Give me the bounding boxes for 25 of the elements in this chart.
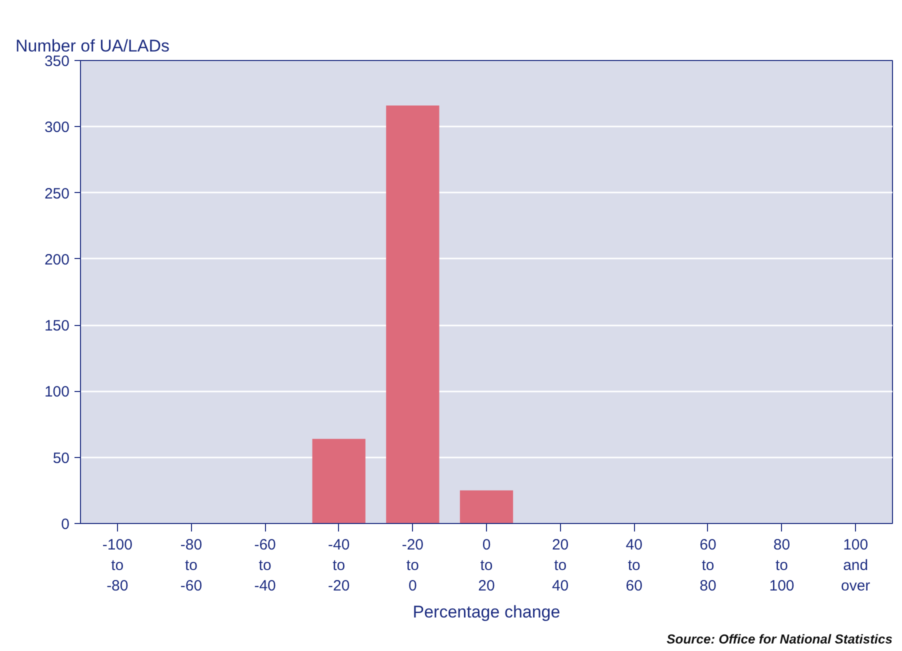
y-tick-label: 250 — [44, 185, 70, 202]
x-axis-title: Percentage change — [412, 602, 560, 622]
bar — [312, 438, 366, 524]
x-tick-label: 20 to 40 — [552, 536, 569, 594]
bar — [460, 490, 514, 524]
x-tick-label: 40 to 60 — [626, 536, 642, 594]
y-tick-label: 50 — [52, 450, 70, 467]
bar — [386, 105, 440, 524]
x-tick-label: -40 to -20 — [328, 536, 350, 594]
x-tick-label: -100 to -80 — [102, 536, 132, 594]
y-axis-title: Number of UA/LADs — [16, 36, 170, 56]
x-tick-label: -80 to -60 — [180, 536, 202, 594]
x-tick-label: 100 and over — [841, 536, 870, 594]
y-tick-label: 350 — [44, 53, 70, 70]
y-tick-label: 300 — [44, 119, 70, 136]
x-tick-label: 80 to 100 — [769, 536, 794, 594]
x-tick-label: -20 to 0 — [402, 536, 424, 594]
x-tick-label: -60 to -40 — [254, 536, 276, 594]
source-note: Source: Office for National Statistics — [666, 632, 893, 646]
x-tick-label: 60 to 80 — [700, 536, 716, 594]
y-tick-label: 200 — [44, 251, 70, 268]
y-tick-label: 100 — [44, 384, 70, 401]
x-tick-label: 0 to 20 — [478, 536, 495, 594]
y-tick-label: 150 — [44, 318, 70, 335]
y-tick-label: 0 — [61, 516, 70, 533]
